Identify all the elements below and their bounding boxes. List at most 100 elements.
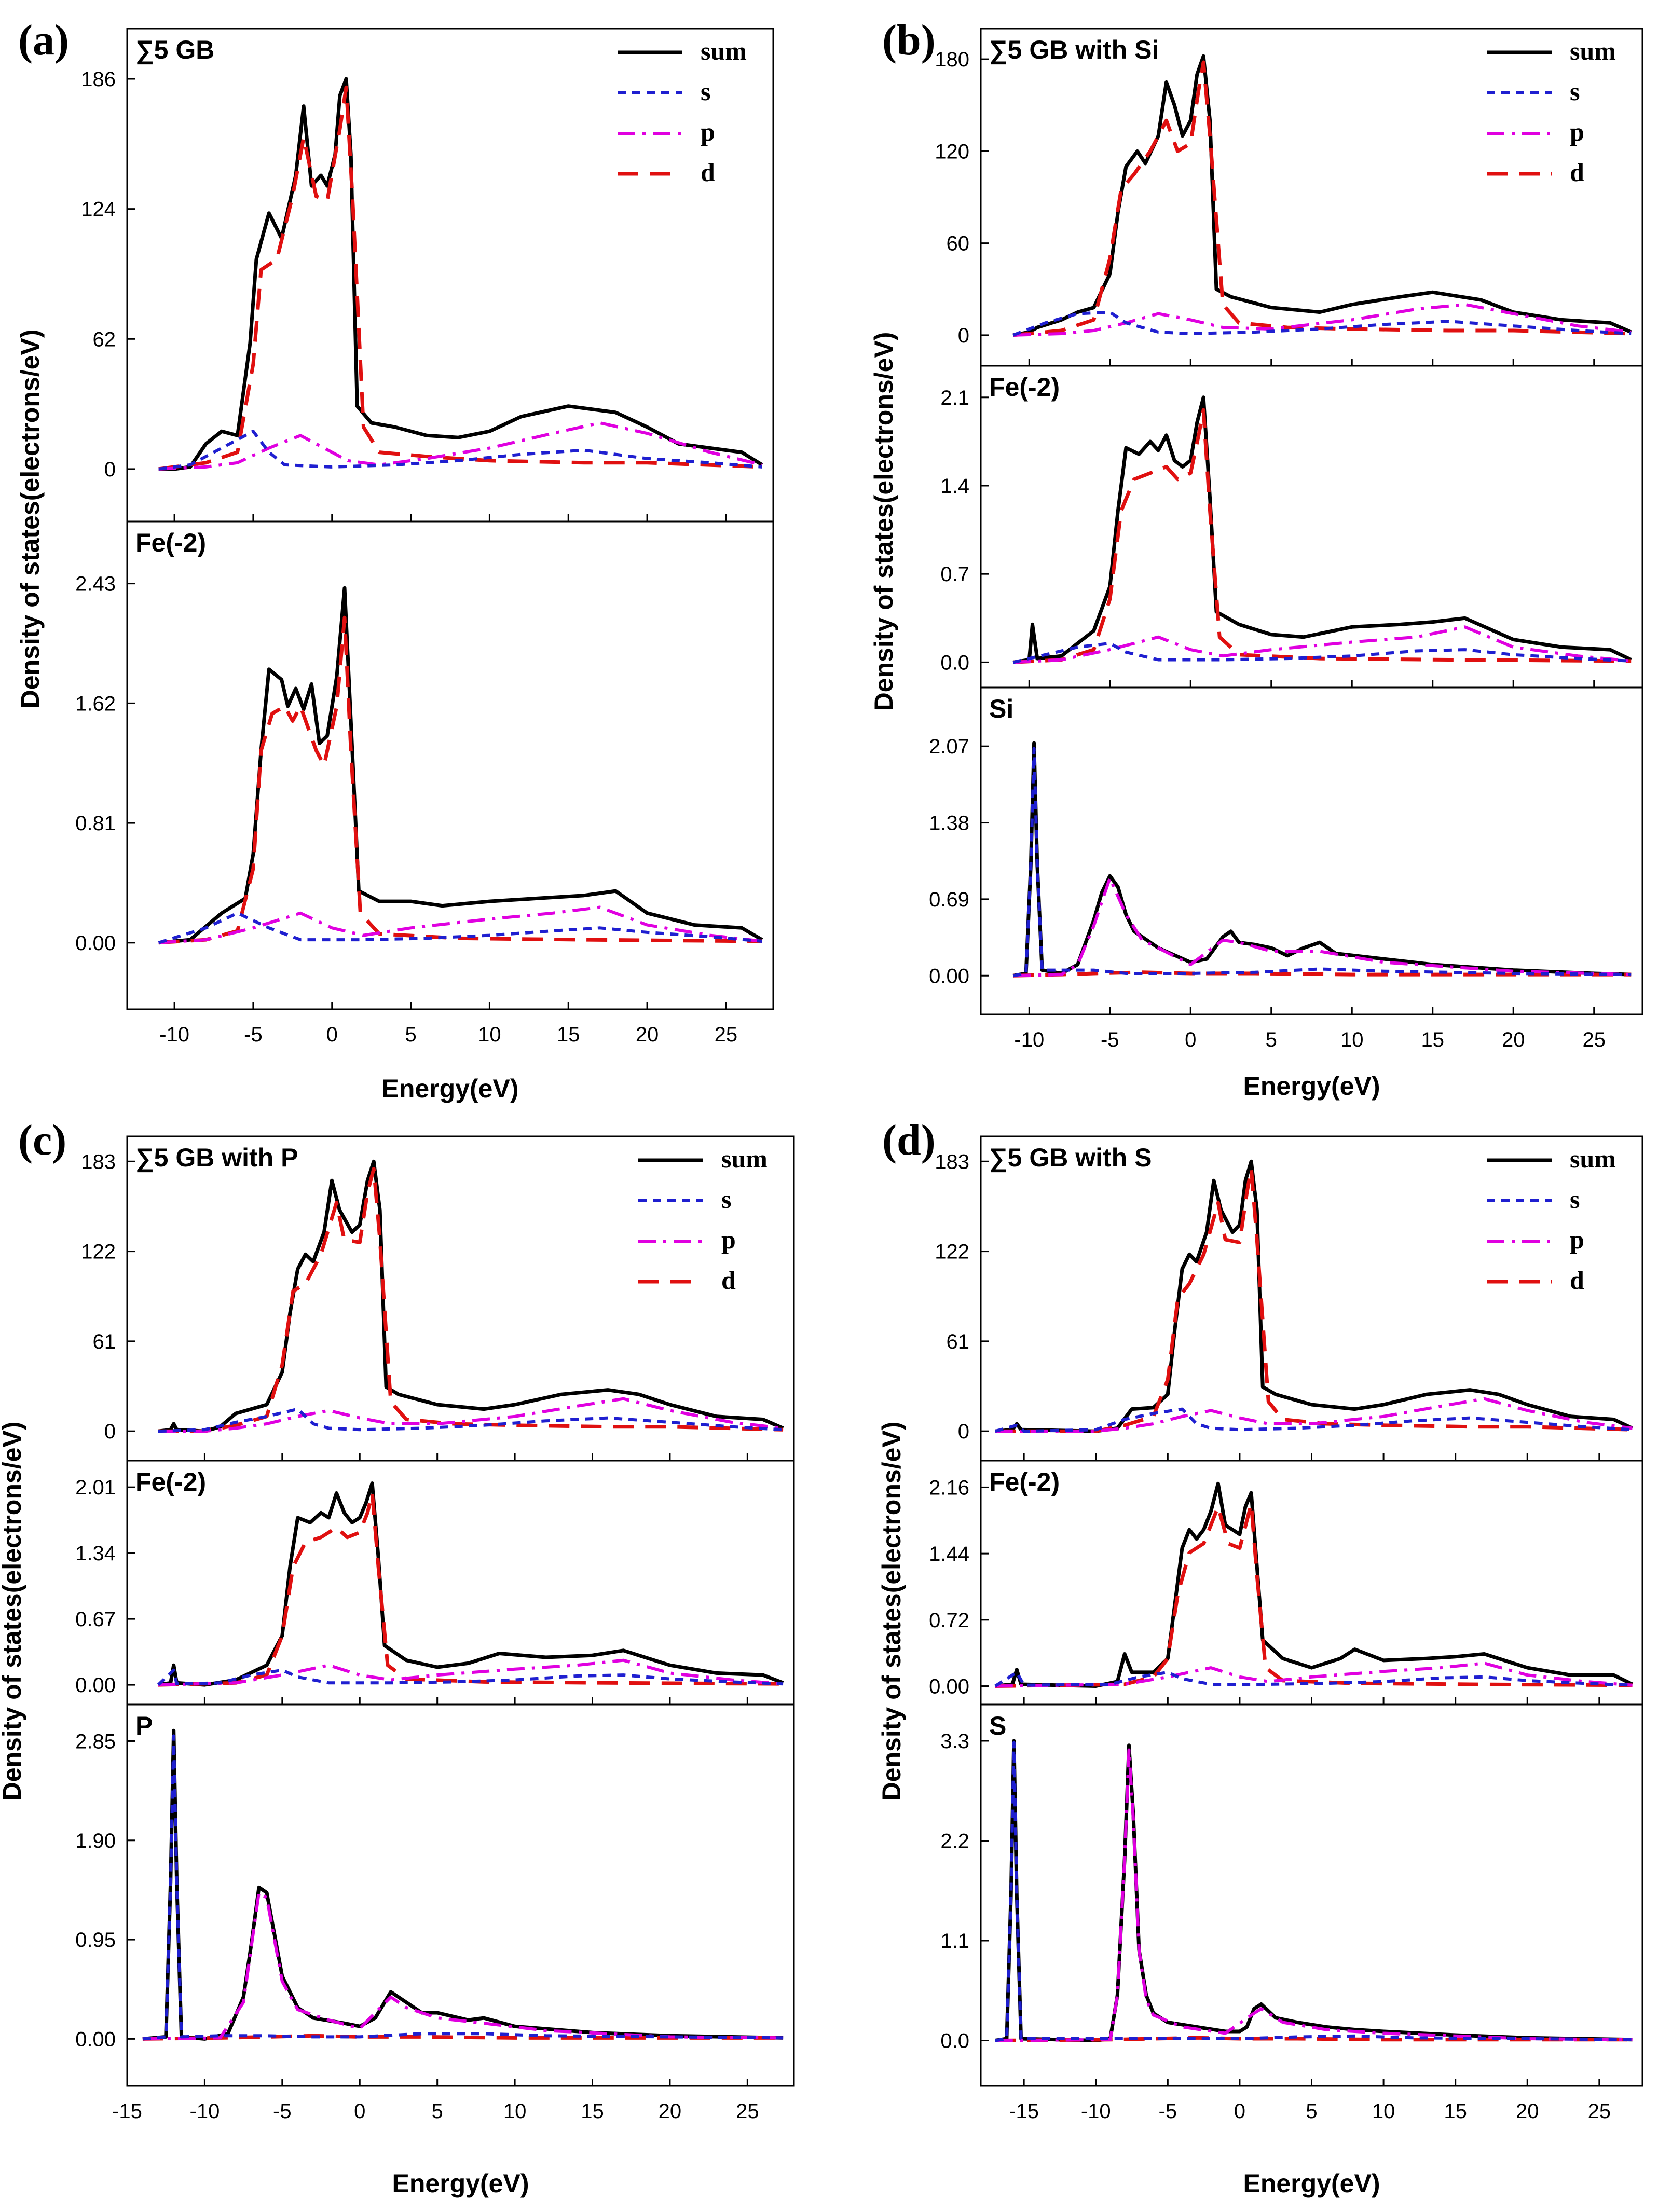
y-tick-label: 120 [935, 140, 969, 163]
x-tick-label: 5 [1306, 2100, 1317, 2123]
y-tick-label: 0.00 [75, 932, 116, 955]
legend-label-d: d [1570, 1266, 1584, 1295]
y-tick-label: 180 [935, 48, 969, 71]
subplot-label: ∑5 GB with S [989, 1143, 1152, 1173]
subplot-label: P [135, 1711, 153, 1740]
subplot-label: Fe(-2) [135, 1467, 206, 1496]
subplot-0: 0 61 122 183 ∑5 GB with P sum spd [81, 1135, 795, 1462]
series-line-d [158, 1167, 784, 1433]
series-line-sum [1012, 741, 1632, 978]
subplot-frame [126, 28, 774, 523]
series-line-p [1013, 625, 1632, 664]
legend-label-s: s [1570, 1185, 1580, 1214]
y-axis-label: Density of states(electrons/eV) [869, 332, 898, 711]
x-axis-label: Energy(eV) [1243, 2169, 1380, 2198]
series-line-s [994, 1670, 1633, 1688]
y-tick-label: 0.0 [940, 2030, 969, 2053]
subplot-0: 0 62 124 186 ∑5 GB sum spd [81, 28, 774, 523]
series-line-d [1013, 970, 1632, 978]
x-tick-label: 5 [432, 2100, 443, 2123]
x-tick-label: -15 [112, 2100, 142, 2123]
x-axis-label: Energy(eV) [1243, 1071, 1380, 1101]
legend: sum spd [638, 1144, 768, 1295]
legend-label-sum: sum [1570, 1144, 1616, 1173]
y-tick-label: 61 [947, 1330, 970, 1353]
x-axis-label: Energy(eV) [392, 2169, 529, 2198]
y-tick-label: 2.07 [929, 735, 969, 758]
y-tick-label: 1.38 [929, 812, 969, 835]
legend-label-d: d [701, 158, 715, 187]
y-tick-label: 0.67 [75, 1608, 116, 1631]
x-tick-label: 10 [503, 2100, 527, 2123]
series-line-s [995, 1741, 1633, 2042]
y-tick-label: 1.90 [75, 1830, 116, 1852]
panel-letter: (a) [18, 16, 69, 64]
legend-label-p: p [721, 1225, 736, 1254]
x-tick-label: 10 [478, 1023, 501, 1046]
y-tick-label: 0.72 [929, 1609, 969, 1632]
legend-label-sum: sum [1570, 36, 1616, 65]
legend-label-p: p [1570, 1225, 1584, 1254]
x-tick-label: 20 [1502, 1028, 1525, 1051]
series-line-s [157, 1668, 784, 1686]
subplot-0: 0 61 122 183 ∑5 GB with S sum spd [935, 1135, 1643, 1462]
y-tick-label: 183 [81, 1150, 116, 1173]
y-tick-label: 1.34 [75, 1542, 116, 1565]
y-axis-label: Density of states(electrons/eV) [877, 1422, 906, 1801]
series-line-s [1012, 641, 1632, 664]
series-line-sum [158, 77, 763, 471]
series-line-sum [995, 1739, 1633, 2042]
subplot-1: 0.00 0.81 1.62 2.43 Fe(-2) -10 -5 0 5 10 15 20 25 [75, 520, 774, 1046]
y-tick-label: 2.85 [75, 1730, 116, 1753]
x-tick-label: 0 [326, 1023, 338, 1046]
legend: sum spd [1487, 36, 1616, 187]
series-line-p [995, 1748, 1633, 2042]
y-tick-label: 0 [958, 324, 969, 347]
y-tick-label: 0 [104, 1420, 116, 1443]
legend: sum spd [1487, 1144, 1616, 1295]
y-axis-label: Density of states(electrons/eV) [16, 329, 45, 709]
series-line-s [1012, 310, 1632, 337]
x-tick-label: 15 [1444, 2100, 1467, 2123]
x-tick-label: 20 [636, 1023, 659, 1046]
y-tick-label: 1.62 [75, 692, 116, 715]
series-line-d [995, 2036, 1633, 2042]
y-tick-label: 2.01 [75, 1476, 116, 1499]
legend-label-s: s [721, 1185, 731, 1214]
legend-label-s: s [1570, 77, 1580, 106]
x-tick-label: -5 [1101, 1028, 1119, 1051]
x-tick-label: 25 [736, 2100, 759, 2123]
series-line-d [1013, 408, 1632, 664]
series-line-sum [1012, 54, 1632, 337]
y-tick-label: 0.00 [75, 1674, 116, 1697]
panel-letter: (b) [882, 16, 936, 64]
subplot-0: 0 60 120 180 ∑5 GB with Si sum spd [935, 28, 1643, 367]
x-tick-label: 5 [1266, 1028, 1277, 1051]
y-tick-label: 186 [81, 68, 116, 91]
y-tick-label: 0 [958, 1420, 969, 1443]
legend-label-sum: sum [701, 36, 747, 65]
x-tick-label: -15 [1009, 2100, 1039, 2123]
subplot-label: ∑5 GB with P [135, 1143, 298, 1173]
series-line-p [995, 1661, 1633, 1688]
series-line-d [995, 1502, 1633, 1688]
x-tick-label: -5 [273, 2100, 292, 2123]
legend-label-d: d [721, 1266, 736, 1295]
panel-letter: (d) [882, 1116, 936, 1164]
x-tick-label: 25 [1582, 1028, 1606, 1051]
chart-panel-3: (d) Density of states(electrons/eV) Energy… [877, 1116, 1643, 2198]
y-tick-label: 0.00 [929, 1675, 969, 1698]
y-tick-label: 124 [81, 198, 116, 221]
chart-panel-2: (c) Density of states(electrons/eV) Energy… [0, 1116, 795, 2198]
chart-panel-0: (a) Density of states(electrons/eV) Energy… [16, 16, 774, 1103]
y-tick-label: 2.1 [940, 387, 969, 409]
legend: sum spd [618, 36, 747, 187]
legend-label-s: s [701, 77, 710, 106]
y-tick-label: 0.81 [75, 812, 116, 835]
subplot-label: Fe(-2) [989, 373, 1060, 402]
series-line-d [158, 1491, 784, 1687]
series-line-d [1012, 60, 1632, 337]
y-tick-label: 2.43 [75, 573, 116, 596]
series-line-p [158, 905, 763, 944]
